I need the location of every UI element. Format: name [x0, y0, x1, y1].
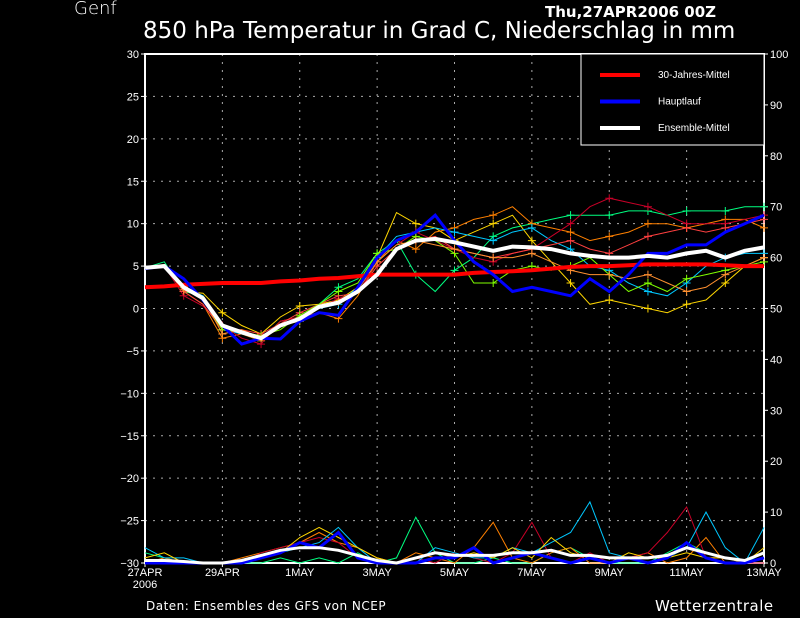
temp-member-marker — [643, 202, 652, 211]
legend-label: 30-Jahres-Mittel — [658, 70, 730, 81]
temp-member-marker — [450, 245, 459, 254]
temp-member-marker — [605, 232, 614, 241]
y-left-tick-label: 20 — [127, 134, 139, 146]
y-right-tick-label: 70 — [770, 202, 782, 214]
y-left-tick-label: −15 — [120, 431, 139, 443]
temp-member-marker — [643, 219, 652, 228]
ensemble-mean-line — [144, 236, 765, 341]
temp-member-marker — [489, 253, 498, 262]
temp-member-marker — [643, 279, 652, 288]
temp-member-marker — [527, 249, 536, 258]
station-name: Genf — [74, 0, 117, 19]
temp-member-line — [144, 218, 765, 335]
chart-title: 850 hPa Temperatur in Grad C, Niederschl… — [143, 18, 736, 44]
temp-member-marker — [489, 236, 498, 245]
y-left-tick-label: −30 — [120, 558, 139, 570]
y-right-tick-label: 40 — [770, 354, 782, 366]
y-right-tick-label: 100 — [770, 49, 788, 61]
temp-member-marker — [643, 232, 652, 241]
y-left-tick-label: −25 — [120, 516, 139, 528]
temp-member-marker — [566, 211, 575, 220]
temp-member-marker — [760, 253, 768, 262]
temp-member-marker — [489, 279, 498, 288]
legend-label: Ensemble-Mittel — [658, 123, 730, 134]
x-tick-label: 5MAY — [440, 567, 470, 579]
temp-member-marker — [760, 202, 768, 211]
legend-label: Hauptlauf — [658, 97, 701, 108]
temp-member-marker — [760, 223, 768, 232]
x-tick-label: 3MAY — [363, 567, 393, 579]
x-tick-label: 7MAY — [517, 567, 547, 579]
temp-member-marker — [411, 219, 420, 228]
y-right-tick-label: 30 — [770, 405, 782, 417]
temp-member-marker — [218, 329, 227, 338]
temp-member-marker — [411, 245, 420, 254]
temp-member-marker — [489, 211, 498, 220]
temp-member-marker — [295, 301, 304, 310]
temp-member-marker — [566, 228, 575, 237]
x-year-label: 2006 — [133, 579, 157, 591]
y-left-tick-label: 10 — [127, 219, 139, 231]
y-right-tick-label: 80 — [770, 151, 782, 163]
precip-hauptlauf-line — [145, 530, 765, 565]
temp-member-marker — [643, 304, 652, 313]
temp-member-marker — [682, 300, 691, 309]
temp-member-marker — [721, 206, 730, 215]
run-date: Thu,27APR2006 00Z — [545, 3, 717, 21]
x-tick-label: 13MAY — [746, 567, 782, 579]
y-left-tick-label: −20 — [120, 473, 139, 485]
temp-member-marker — [218, 308, 227, 317]
temp-member-marker — [682, 206, 691, 215]
temp-member-marker — [605, 270, 614, 279]
y-left-tick-label: −10 — [120, 388, 139, 400]
temp-member-marker — [527, 223, 536, 232]
temp-member-marker — [605, 211, 614, 220]
y-left-tick-label: 0 — [133, 304, 139, 316]
temp-member-marker — [643, 287, 652, 296]
y-right-tick-label: 0 — [770, 558, 776, 570]
temp-member-marker — [682, 274, 691, 283]
brand-label: Wetterzentrale — [655, 597, 774, 615]
temp-member-marker — [489, 219, 498, 228]
temp-member-marker — [721, 270, 730, 279]
y-left-tick-label: 25 — [127, 91, 139, 103]
temp-member-marker — [566, 236, 575, 245]
temp-member-marker — [643, 270, 652, 279]
temp-member-marker — [566, 279, 575, 288]
x-tick-label: 27APR — [128, 567, 163, 579]
y-left-tick-label: 5 — [133, 261, 139, 273]
temp-member-marker — [682, 287, 691, 296]
y-left-tick-label: 30 — [127, 49, 139, 61]
y-right-tick-label: 50 — [770, 304, 782, 316]
y-left-tick-label: −5 — [126, 346, 139, 358]
x-tick-label: 9MAY — [595, 567, 625, 579]
temp-member-marker — [527, 236, 536, 245]
temp-member-marker — [682, 223, 691, 232]
y-right-tick-label: 10 — [770, 507, 782, 519]
temp-member-marker — [566, 219, 575, 228]
temp-member-marker — [721, 279, 730, 288]
y-right-tick-label: 90 — [770, 100, 782, 112]
climate-mean-line — [144, 262, 764, 290]
temp-member-marker — [334, 287, 343, 296]
legend: 30-Jahres-Mittel Hauptlauf Ensemble-Mittel — [580, 53, 765, 146]
data-source: Daten: Ensembles des GFS von NCEP — [146, 599, 387, 613]
x-tick-label: 1MAY — [285, 567, 315, 579]
temp-member-marker — [605, 296, 614, 305]
y-right-tick-label: 60 — [770, 253, 782, 265]
y-left-tick-label: 15 — [127, 176, 139, 188]
temp-member-marker — [450, 228, 459, 237]
precip-mean-line — [145, 546, 765, 565]
temp-member-marker — [605, 194, 614, 203]
x-tick-label: 11MAY — [669, 567, 704, 579]
y-right-tick-label: 20 — [770, 456, 782, 468]
x-tick-label: 29APR — [205, 567, 240, 579]
